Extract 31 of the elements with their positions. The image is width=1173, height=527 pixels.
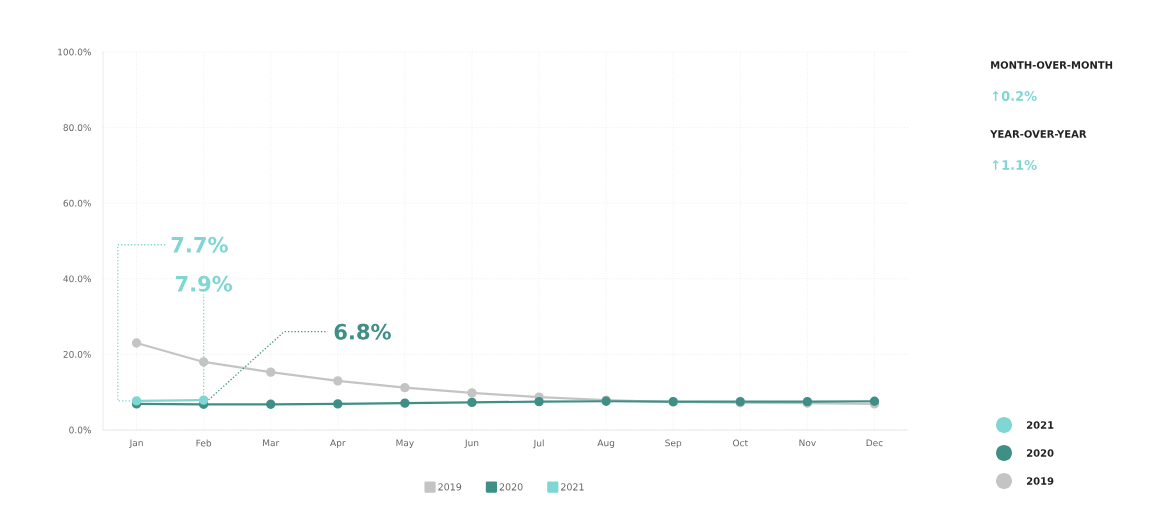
y-tick-label: 40.0% (63, 275, 91, 283)
legend-label: 2020 (499, 483, 523, 491)
y-tick-label: 80.0% (63, 124, 91, 131)
annotation: 7.9% (175, 275, 233, 292)
legend-label: 2019 (438, 483, 462, 491)
y-tick-label: 0.0% (69, 426, 91, 434)
x-tick-label: Nov (799, 439, 816, 447)
x-tick-label: Mar (263, 439, 280, 447)
x-tick-label: Jan (129, 439, 143, 448)
legend-label: 2021 (561, 483, 584, 491)
y-tick-label: 20.0% (63, 350, 91, 358)
x-tick-label: Dec (866, 439, 883, 447)
annotation: 6.8% (334, 323, 391, 340)
text: ↑0.2% (992, 91, 1037, 101)
text: 2021 (1026, 421, 1054, 429)
x-tick-label: Jul (533, 439, 544, 449)
text: 2020 (1026, 449, 1054, 457)
text: 2019 (1026, 477, 1054, 485)
text: ↑1.1% (992, 160, 1037, 170)
x-tick-label: Sep (665, 439, 682, 449)
x-tick-label: May (396, 439, 414, 448)
x-tick-label: Jun (464, 439, 479, 448)
y-tick-label: 100.0% (58, 48, 91, 56)
annotation: 7.7% (171, 236, 228, 253)
x-tick-label: Oct (733, 439, 748, 447)
x-tick-label: Feb (196, 439, 212, 447)
text: MONTH-OVER-MONTH (991, 61, 1113, 69)
x-tick-label: Aug (597, 439, 615, 448)
y-tick-label: 60.0% (63, 199, 91, 207)
x-tick-label: Apr (330, 439, 346, 448)
text: YEAR-OVER-YEAR (990, 130, 1087, 138)
